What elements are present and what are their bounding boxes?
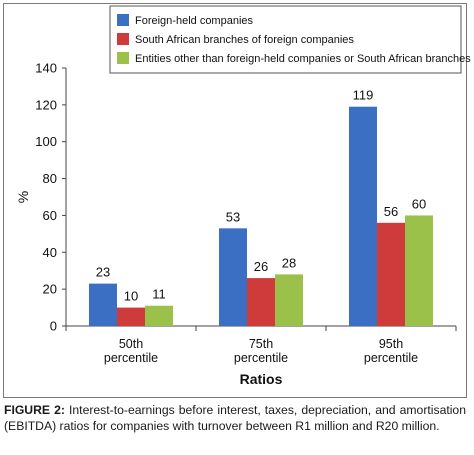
- x-tick-label: percentile: [104, 351, 158, 365]
- y-tick-label: 20: [43, 282, 57, 297]
- data-label: 60: [412, 196, 426, 211]
- x-tick-label: percentile: [234, 351, 288, 365]
- y-tick-label: 60: [43, 208, 57, 223]
- y-tick-label: 40: [43, 245, 57, 260]
- bar: [145, 305, 173, 326]
- x-tick-label: percentile: [364, 351, 418, 365]
- bar: [377, 222, 405, 326]
- data-label: 53: [226, 209, 240, 224]
- bar: [405, 215, 433, 326]
- data-label: 23: [96, 265, 110, 280]
- y-tick-label: 140: [35, 61, 57, 76]
- legend-swatch: [117, 33, 129, 45]
- data-label: 119: [353, 88, 374, 103]
- caption-label: FIGURE 2:: [4, 403, 65, 417]
- legend-label: Foreign-held companies: [135, 15, 254, 27]
- legend-swatch: [117, 52, 129, 64]
- y-tick-label: 0: [50, 319, 57, 334]
- x-tick-label: 75th: [249, 337, 273, 351]
- x-tick-label: 95th: [379, 337, 403, 351]
- legend-swatch: [117, 14, 129, 26]
- bar: [275, 274, 303, 326]
- bar: [89, 283, 117, 326]
- data-label: 10: [124, 289, 138, 304]
- data-label: 56: [384, 204, 398, 219]
- data-label: 26: [254, 259, 268, 274]
- y-tick-label: 120: [35, 97, 57, 112]
- x-tick-label: 50th: [119, 337, 143, 351]
- bar: [247, 278, 275, 326]
- bar: [219, 228, 247, 326]
- data-label: 11: [152, 287, 166, 302]
- caption-text: Interest-to-earnings before interest, ta…: [4, 403, 466, 433]
- data-label: 28: [282, 255, 296, 270]
- bar: [117, 307, 145, 326]
- x-axis-title: Ratios: [240, 371, 283, 387]
- figure-caption: FIGURE 2: Interest-to-earnings before in…: [4, 402, 466, 434]
- bar: [349, 106, 377, 326]
- legend-box: [109, 5, 462, 74]
- legend-label: South African branches of foreign compan…: [135, 34, 354, 46]
- y-axis-title: %: [15, 191, 31, 203]
- legend-label: Entities other than foreign-held compani…: [135, 53, 471, 65]
- y-tick-label: 100: [35, 134, 57, 149]
- y-tick-label: 80: [43, 171, 57, 186]
